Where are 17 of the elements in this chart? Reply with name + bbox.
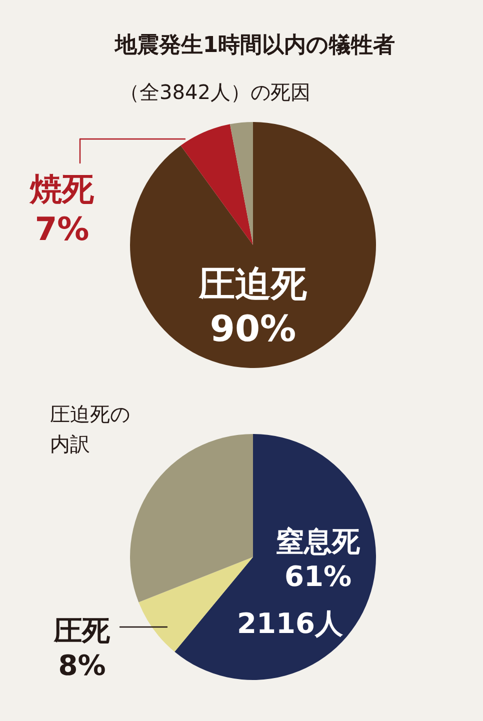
chart-subtitle: （全3842人）の死因 bbox=[120, 80, 310, 104]
data-label: 7% bbox=[34, 210, 90, 248]
data-label: 61% bbox=[284, 560, 352, 593]
pie-slice bbox=[174, 434, 376, 680]
pie-slice bbox=[130, 122, 376, 368]
pie-slice bbox=[130, 434, 253, 602]
text: 2116人 bbox=[237, 607, 344, 640]
chart-title: 圧迫死の内訳 bbox=[50, 402, 130, 456]
data-label: 90% bbox=[210, 309, 296, 350]
slice-label: 圧死 bbox=[53, 614, 111, 647]
chart-title: 地震発生1時間以内の犠牲者 bbox=[114, 33, 396, 58]
legend-label: 焼死 bbox=[29, 170, 94, 208]
data-label: 8% bbox=[58, 649, 106, 682]
slice-label: 窒息死 bbox=[276, 525, 361, 558]
pie-slice bbox=[230, 122, 253, 245]
pie-slice bbox=[180, 124, 253, 245]
slice-label: 圧迫死 bbox=[198, 264, 307, 305]
